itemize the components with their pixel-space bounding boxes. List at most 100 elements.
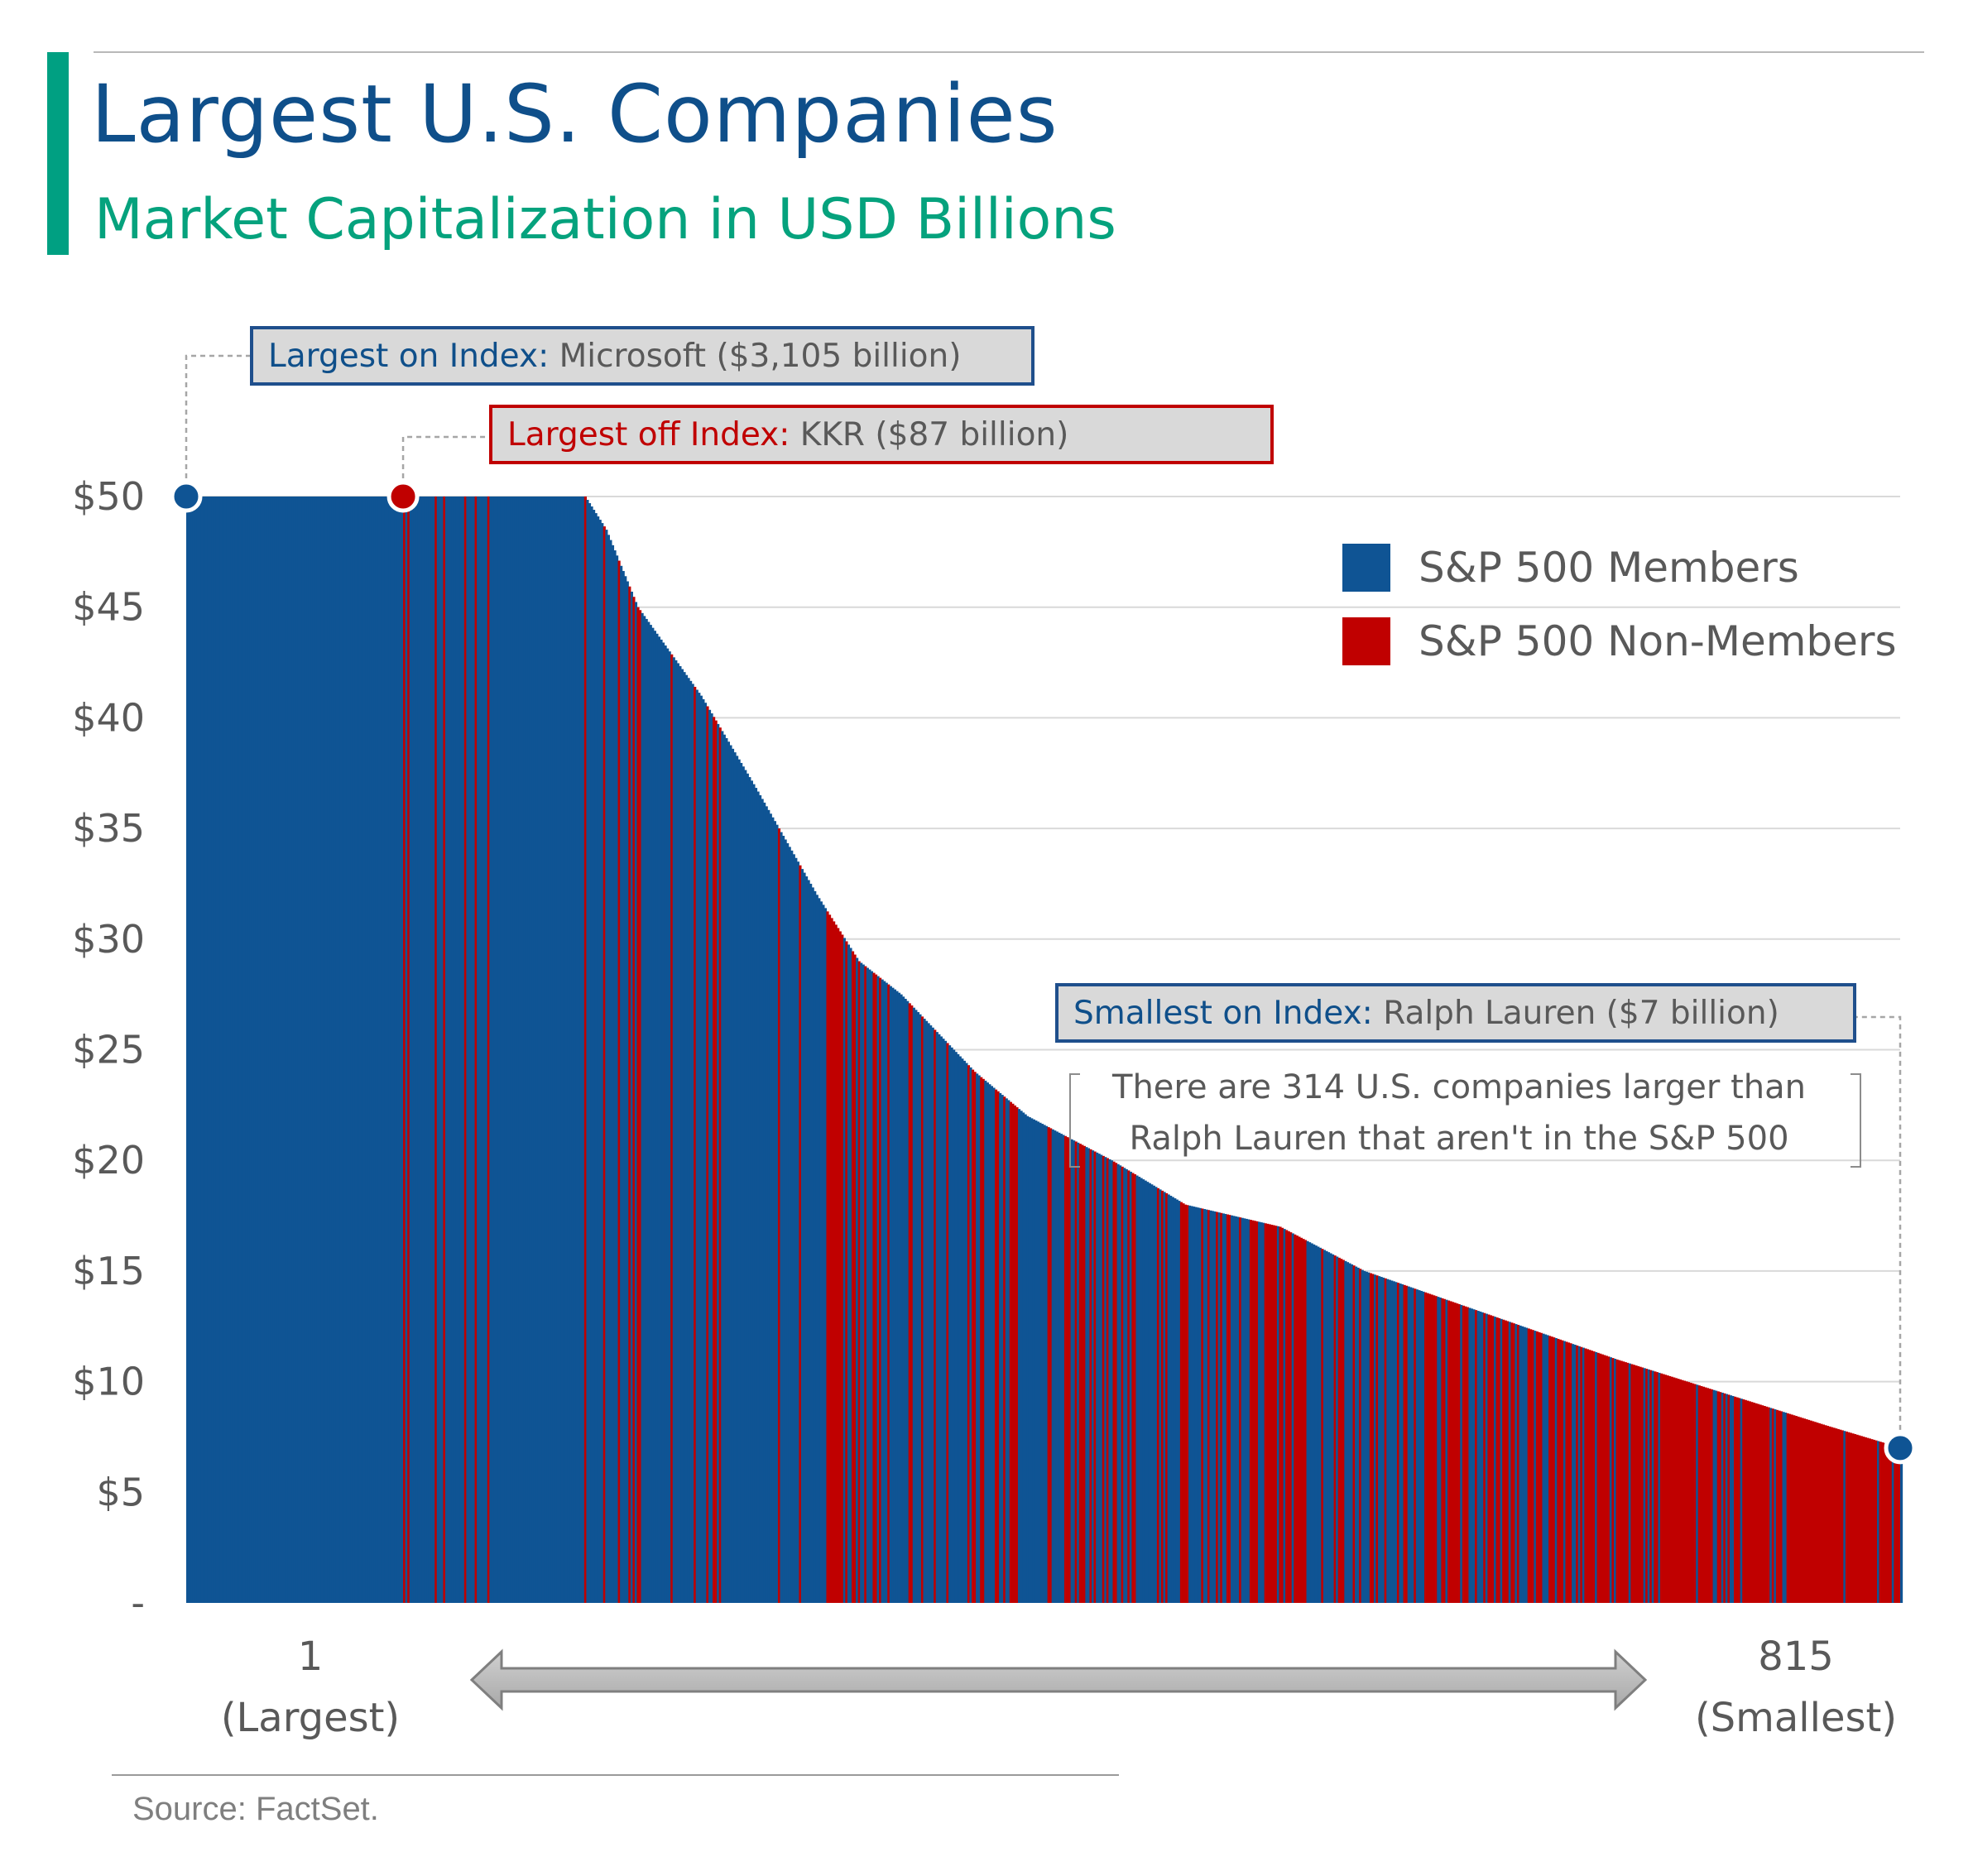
bar-member xyxy=(699,695,703,1604)
bar-member xyxy=(759,794,762,1603)
bar-member xyxy=(1135,1175,1139,1603)
bar-member xyxy=(1054,1130,1057,1603)
bar-member xyxy=(473,497,476,1603)
bar-member xyxy=(289,497,292,1603)
bar-member xyxy=(358,497,362,1603)
bar-member xyxy=(560,497,564,1603)
bar-member xyxy=(999,1092,1002,1603)
bar-member xyxy=(497,497,501,1603)
bar-member xyxy=(1493,1317,1497,1603)
bar-non-member xyxy=(879,977,882,1603)
bar-member xyxy=(377,497,381,1603)
bar-member xyxy=(1148,1183,1151,1603)
bar-member xyxy=(1525,1327,1529,1603)
bar-non-member xyxy=(1337,1257,1341,1603)
bar-member xyxy=(392,497,396,1603)
bar-member xyxy=(546,497,550,1603)
bar-member xyxy=(895,991,899,1603)
bar-member xyxy=(1325,1250,1328,1603)
bar-member xyxy=(1222,1213,1225,1603)
bracket-right xyxy=(1851,1073,1861,1168)
bar-member xyxy=(478,497,482,1603)
bar-member xyxy=(756,791,760,1603)
bar-non-member xyxy=(1816,1423,1819,1603)
bar-member xyxy=(624,576,627,1604)
bar-non-member xyxy=(1270,1225,1274,1603)
bar-member xyxy=(1213,1211,1217,1603)
bar-non-member xyxy=(1702,1386,1705,1603)
bar-member xyxy=(1123,1168,1126,1603)
bar-member xyxy=(548,497,551,1603)
bar-member xyxy=(914,1010,918,1603)
bar-member xyxy=(401,497,404,1603)
bar-member xyxy=(796,861,799,1603)
bar-member xyxy=(253,497,257,1603)
bar-member xyxy=(819,901,823,1603)
bar-member xyxy=(698,693,701,1603)
bar-member xyxy=(807,880,810,1603)
bar-member xyxy=(1159,1189,1162,1603)
bar-non-member xyxy=(1127,1170,1131,1603)
bar-member xyxy=(630,591,633,1604)
bar-non-member xyxy=(1414,1288,1417,1603)
bar-member xyxy=(343,497,347,1603)
bar-member xyxy=(569,497,573,1603)
bar-non-member xyxy=(1622,1361,1625,1603)
bar-non-member xyxy=(1558,1339,1562,1603)
bar-member xyxy=(594,513,598,1604)
bar-non-member xyxy=(1659,1373,1663,1603)
bar-non-member xyxy=(1186,1205,1189,1603)
bar-member xyxy=(199,497,202,1603)
bar-non-member xyxy=(1879,1442,1882,1603)
bar-member xyxy=(885,982,888,1603)
bar-member xyxy=(335,497,338,1603)
bar-member xyxy=(348,497,352,1603)
bar-non-member xyxy=(1655,1372,1659,1603)
bar-member xyxy=(1203,1209,1207,1603)
bar-member xyxy=(965,1063,968,1603)
bar-member xyxy=(809,883,813,1603)
bar-non-member xyxy=(1011,1103,1015,1603)
bar-non-member xyxy=(1285,1230,1289,1603)
bar-non-member xyxy=(1510,1322,1514,1603)
bar-member xyxy=(466,497,469,1603)
bar-non-member xyxy=(1003,1096,1006,1603)
bar-member xyxy=(904,998,907,1603)
bar-member xyxy=(1150,1184,1154,1603)
bar-member xyxy=(1784,1413,1788,1603)
bar-member xyxy=(767,809,770,1603)
bar-non-member xyxy=(1839,1429,1842,1603)
bar-non-member xyxy=(1689,1382,1692,1603)
bar-non-member xyxy=(1226,1214,1229,1603)
bar-member xyxy=(969,1067,972,1603)
bar-member xyxy=(1437,1297,1440,1603)
bar-member xyxy=(209,497,213,1603)
bar-non-member xyxy=(1063,1135,1068,1603)
source-note: Source: FactSet. xyxy=(132,1791,379,1827)
bar-member xyxy=(533,497,536,1603)
bar-non-member xyxy=(1456,1303,1459,1603)
bar-non-member xyxy=(1592,1351,1596,1603)
bar-member xyxy=(1546,1335,1549,1603)
bar-member xyxy=(1039,1122,1042,1603)
bar-member xyxy=(588,503,592,1603)
bar-member xyxy=(1119,1165,1122,1603)
bar-member xyxy=(462,497,465,1603)
bar-non-member xyxy=(1268,1224,1271,1603)
bar-non-member xyxy=(713,717,716,1604)
bar-member xyxy=(207,497,210,1603)
bar-non-member xyxy=(1615,1359,1619,1603)
bar-member xyxy=(1554,1338,1558,1603)
bar-non-member xyxy=(1586,1349,1590,1603)
bar-member xyxy=(432,497,435,1603)
bar-member xyxy=(1609,1357,1613,1603)
bar-non-member xyxy=(1352,1265,1356,1603)
bar-non-member xyxy=(1483,1312,1486,1603)
bar-non-member xyxy=(1405,1285,1409,1603)
bar-member xyxy=(927,1023,930,1603)
bar-non-member xyxy=(980,1077,983,1603)
bar-member xyxy=(574,497,577,1603)
bar-member xyxy=(1415,1289,1419,1603)
bar-non-member xyxy=(1786,1413,1789,1603)
bar-member xyxy=(1534,1331,1537,1603)
